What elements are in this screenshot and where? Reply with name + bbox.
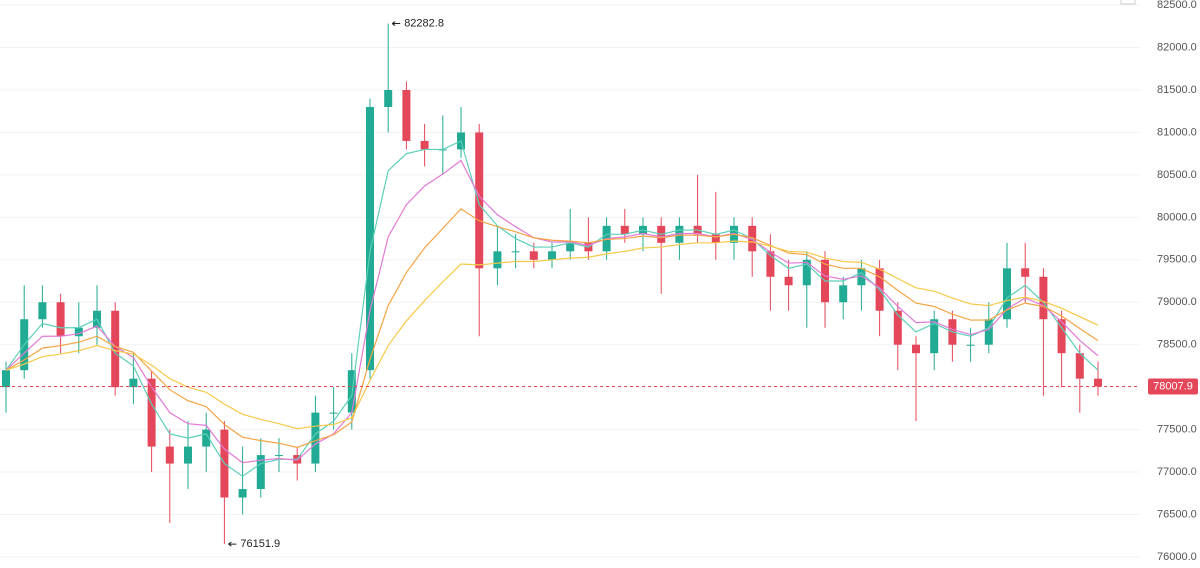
candle-body xyxy=(256,455,265,490)
candle-body xyxy=(711,234,720,243)
candle-body xyxy=(420,140,429,150)
candle-body xyxy=(311,412,320,464)
candle-body xyxy=(984,319,993,345)
candle-body xyxy=(165,446,174,464)
last-price-label: 78007.9 xyxy=(1153,380,1193,392)
annotation-arrow xyxy=(228,541,237,547)
candle-body xyxy=(56,302,65,337)
candle-body xyxy=(675,225,684,243)
candle-body xyxy=(1057,319,1066,354)
candle-body xyxy=(493,251,502,269)
candle-body xyxy=(366,106,374,371)
candle-body xyxy=(329,412,338,414)
candle-body xyxy=(1003,268,1011,320)
y-tick-label: 79500.0 xyxy=(1157,254,1197,266)
candle-body xyxy=(1039,276,1048,320)
candle-body xyxy=(202,429,211,447)
candle-body xyxy=(930,319,939,354)
ma-line xyxy=(5,208,1099,449)
candle-body xyxy=(129,378,138,388)
y-tick-label: 77500.0 xyxy=(1157,424,1197,436)
candle-body xyxy=(511,251,520,253)
y-tick-label: 79000.0 xyxy=(1157,296,1197,308)
candle-body xyxy=(1021,268,1030,277)
y-tick-label: 78500.0 xyxy=(1157,339,1197,351)
candle-body xyxy=(548,251,556,260)
candle-body xyxy=(1094,378,1102,387)
candle-body xyxy=(275,455,283,457)
candle-body xyxy=(2,370,10,388)
candle-body xyxy=(566,242,575,252)
candle-body xyxy=(529,251,538,260)
candle-body xyxy=(74,327,83,337)
y-tick-label: 80000.0 xyxy=(1157,211,1197,223)
ma-line xyxy=(5,240,1099,430)
candle-body xyxy=(857,268,866,286)
candle-body xyxy=(784,276,793,286)
y-tick-label: 82500.0 xyxy=(1157,0,1197,11)
y-tick-label: 76000.0 xyxy=(1157,551,1197,563)
last-price-tag xyxy=(1148,378,1198,395)
candle-body xyxy=(38,302,47,320)
candle-body xyxy=(966,344,975,346)
annotation-label: 82282.8 xyxy=(404,17,444,29)
y-tick-label: 77000.0 xyxy=(1157,466,1197,478)
candle-body xyxy=(912,344,920,354)
candle-body xyxy=(238,489,247,498)
y-tick-label: 76500.0 xyxy=(1157,508,1197,520)
candle-body xyxy=(475,132,484,269)
candle-body xyxy=(766,251,775,277)
corner-icon[interactable] xyxy=(1120,0,1136,5)
y-tick-label: 81000.0 xyxy=(1157,126,1197,138)
candle-body xyxy=(1075,353,1084,379)
candle-body xyxy=(402,89,411,141)
candle-body xyxy=(111,310,120,388)
candle-body xyxy=(620,225,629,235)
candle-body xyxy=(384,89,393,107)
y-tick-label: 81500.0 xyxy=(1157,84,1197,96)
annotation-label: 76151.9 xyxy=(240,538,280,550)
annotation-arrow xyxy=(391,21,401,26)
candle-body xyxy=(802,259,811,286)
candle-body xyxy=(147,378,156,447)
y-tick-label: 80500.0 xyxy=(1157,169,1197,181)
candle-body xyxy=(893,310,902,345)
y-tick-label: 82000.0 xyxy=(1157,41,1197,53)
candle-body xyxy=(839,285,848,303)
ma-line xyxy=(5,159,1099,464)
ma-line xyxy=(5,140,1099,478)
candle-body xyxy=(184,446,192,464)
